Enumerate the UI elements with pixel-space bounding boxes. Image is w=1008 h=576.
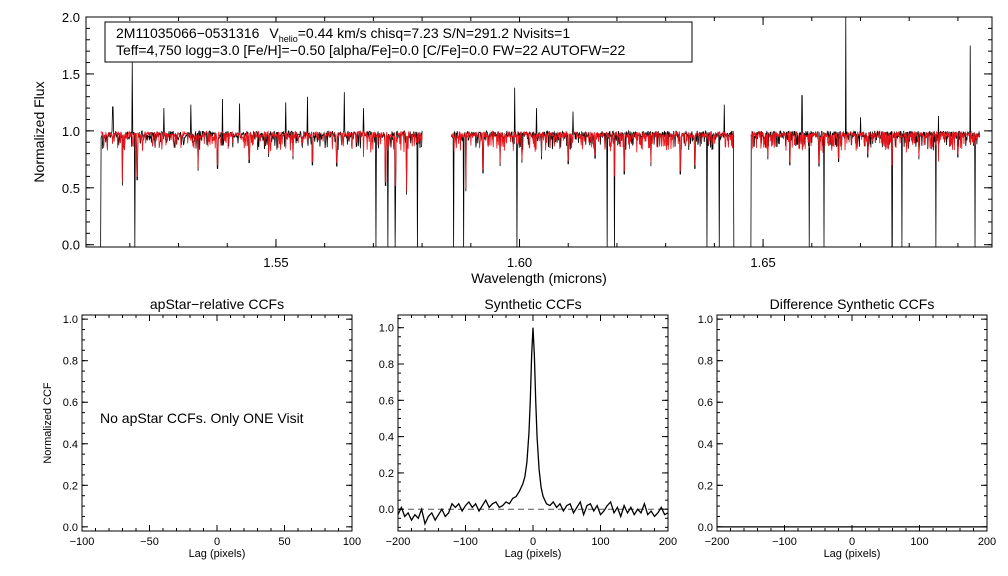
apstar-ccf-panel: −100 −50 0 50 100 0.0 0.2 0.4 0.6 0.8 1.0 apStar−… bbox=[42, 296, 361, 560]
spectrum-panel: 1.55 1.60 1.65 0.0 0.5 1.0 1.5 2.0 Wavelength … bbox=[31, 10, 993, 286]
x-tick-label: −200 bbox=[705, 536, 730, 548]
y-tick-label: 0.2 bbox=[63, 480, 78, 492]
y-tick-label: 0.0 bbox=[63, 522, 78, 534]
info-line-2: Teff=4,750 logg=3.0 [Fe/H]=−0.50 [alpha/… bbox=[116, 42, 625, 58]
spectrum-data bbox=[100, 16, 981, 248]
model-spectrum-line bbox=[750, 130, 981, 166]
y-tick-label: 0.0 bbox=[379, 504, 394, 516]
x-tick-label: 0 bbox=[214, 536, 220, 548]
model-spectrum-line bbox=[450, 130, 735, 188]
synthetic-ccf-line bbox=[397, 327, 669, 526]
y-tick-label: 0.2 bbox=[379, 468, 394, 480]
x-tick-label: 100 bbox=[591, 536, 609, 548]
info-line-1-values: =0.44 km/s chisq=7.23 S/N=291.2 Nvisits=… bbox=[298, 25, 571, 41]
vhelio-subscript: helio bbox=[279, 34, 298, 44]
x-tick-label: −100 bbox=[70, 536, 95, 548]
x-tick-label: −50 bbox=[140, 536, 159, 548]
difference-ccf-title: Difference Synthetic CCFs bbox=[770, 296, 935, 312]
y-tick-label: 1.0 bbox=[379, 323, 394, 335]
x-tick-label: 200 bbox=[659, 536, 677, 548]
y-tick-label: 0.0 bbox=[698, 522, 713, 534]
difference-ccf-plot-frame bbox=[716, 314, 988, 532]
x-tick-label: 1.60 bbox=[507, 255, 532, 270]
no-ccf-note: No apStar CCFs. Only ONE Visit bbox=[100, 410, 304, 426]
x-tick-label: 50 bbox=[278, 536, 290, 548]
spectrum-x-axis-label: Wavelength (microns) bbox=[471, 270, 607, 286]
y-tick-label: 0.6 bbox=[63, 397, 78, 409]
x-tick-label: 200 bbox=[978, 536, 996, 548]
spectrum-y-axis-label: Normalized Flux bbox=[31, 81, 47, 182]
x-tick-label: −100 bbox=[453, 536, 478, 548]
y-tick-label: 0.4 bbox=[698, 439, 713, 451]
y-tick-label: 2.0 bbox=[62, 10, 80, 25]
synthetic-ccf-x-ticks: −200 −100 0 100 200 bbox=[386, 315, 677, 548]
x-tick-label: −100 bbox=[772, 536, 797, 548]
y-tick-label: 0.2 bbox=[698, 480, 713, 492]
x-tick-label: 0 bbox=[849, 536, 855, 548]
info-line-1: 2M11035066−0531316 Vhelio=0.44 km/s chisq… bbox=[116, 25, 570, 44]
vhelio-label: V bbox=[269, 25, 279, 41]
difference-ccf-x-ticks: −200 −100 0 100 200 bbox=[705, 315, 996, 548]
synthetic-ccf-y-ticks: 0.0 0.2 0.4 0.6 0.8 1.0 bbox=[379, 318, 668, 528]
spectrum-plot-frame bbox=[85, 16, 993, 248]
difference-ccf-y-ticks: 0.0 0.2 0.4 0.6 0.8 1.0 bbox=[698, 314, 987, 534]
model-spectrum-line bbox=[100, 130, 423, 192]
synthetic-ccf-data bbox=[397, 327, 669, 526]
x-tick-label: 1.55 bbox=[263, 255, 288, 270]
info-box-frame bbox=[104, 21, 693, 63]
y-tick-label: 1.5 bbox=[62, 67, 80, 82]
y-tick-label: 0.8 bbox=[63, 356, 78, 368]
apstar-ccf-x-ticks: −100 −50 0 50 100 bbox=[70, 315, 361, 548]
y-tick-label: 1.0 bbox=[63, 314, 78, 326]
difference-ccf-x-axis-label: Lag (pixels) bbox=[824, 548, 881, 560]
spectrum-y-ticks: 0.0 0.5 1.0 1.5 2.0 bbox=[62, 10, 992, 253]
apstar-ccf-y-axis-label: Normalized CCF bbox=[42, 382, 54, 464]
synthetic-ccf-plot-frame bbox=[397, 314, 669, 532]
spectrum-info-box: 2M11035066−0531316 Vhelio=0.44 km/s chisq… bbox=[104, 21, 693, 63]
synthetic-ccf-x-axis-label: Lag (pixels) bbox=[505, 548, 562, 560]
star-id: 2M11035066−0531316 bbox=[116, 25, 260, 41]
y-tick-label: 0.4 bbox=[379, 432, 394, 444]
y-tick-label: 0.6 bbox=[379, 395, 394, 407]
y-tick-label: 0.4 bbox=[63, 439, 78, 451]
y-tick-label: 0.6 bbox=[698, 397, 713, 409]
y-tick-label: 1.0 bbox=[62, 124, 80, 139]
y-tick-label: 0.5 bbox=[62, 181, 80, 196]
synthetic-ccf-title: Synthetic CCFs bbox=[484, 296, 581, 312]
x-tick-label: 0 bbox=[530, 536, 536, 548]
x-tick-label: 100 bbox=[910, 536, 928, 548]
y-tick-label: 1.0 bbox=[698, 314, 713, 326]
difference-ccf-panel: −200 −100 0 100 200 0.0 0.2 0.4 0.6 0.8 1.0 Diffe… bbox=[698, 296, 996, 560]
x-tick-label: −200 bbox=[386, 536, 411, 548]
x-tick-label: 1.65 bbox=[750, 255, 775, 270]
y-tick-label: 0.8 bbox=[379, 359, 394, 371]
synthetic-ccf-panel: −200 −100 0 100 200 0.0 0.2 0.4 0.6 0.8 1.0 Synth… bbox=[379, 296, 677, 560]
apstar-ccf-x-axis-label: Lag (pixels) bbox=[189, 548, 246, 560]
observed-spectrum-line bbox=[750, 16, 981, 248]
observed-spectrum-line bbox=[100, 62, 423, 248]
apstar-ccf-y-ticks: 0.0 0.2 0.4 0.6 0.8 1.0 bbox=[63, 314, 352, 534]
observed-spectrum-line bbox=[450, 87, 735, 248]
x-tick-label: 100 bbox=[343, 536, 361, 548]
apstar-ccf-title: apStar−relative CCFs bbox=[150, 296, 284, 312]
y-tick-label: 0.8 bbox=[698, 356, 713, 368]
spectrum-x-ticks: 1.55 1.60 1.65 bbox=[129, 17, 959, 270]
y-tick-label: 0.0 bbox=[62, 238, 80, 253]
